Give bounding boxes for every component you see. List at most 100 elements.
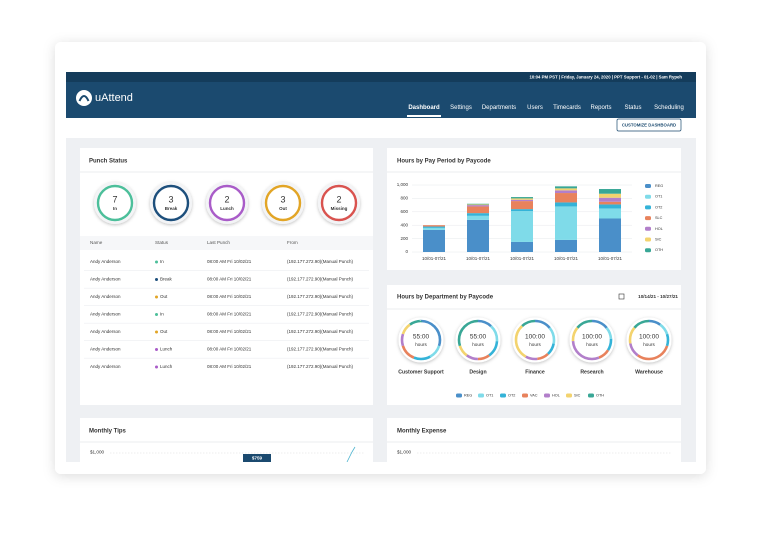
nav-item[interactable]: Settings <box>450 105 472 111</box>
ring-segment <box>514 319 556 361</box>
dept-unit: hours <box>472 342 484 347</box>
nav-item[interactable]: Dashboard <box>408 105 440 111</box>
status-ring <box>320 184 358 222</box>
table-cell: In <box>160 259 164 264</box>
bar-segment <box>599 197 621 202</box>
legend-swatch <box>645 216 651 221</box>
column-header[interactable]: Last Punch <box>207 240 230 245</box>
table-cell: Lunch <box>160 347 173 352</box>
date-range[interactable]: 10/14/21 - 10/27/21 <box>638 294 678 299</box>
bar-segment <box>423 229 445 252</box>
ring-segment <box>400 319 442 361</box>
legend-label: OTH <box>655 248 663 252</box>
ring-segment <box>571 319 613 361</box>
bar-segment <box>555 188 577 191</box>
panel <box>387 418 681 462</box>
status-dot <box>155 365 158 369</box>
x-tick-label: 10/01-07/21 <box>598 256 623 261</box>
table-cell: Andy Anderson <box>90 364 121 369</box>
x-tick-label: 10/01-07/21 <box>554 256 579 261</box>
bar-segment <box>599 193 621 198</box>
x-tick-label: 10/01-07/21 <box>466 256 491 261</box>
column-header[interactable]: From <box>287 240 298 245</box>
panel-title: Monthly Tips <box>89 429 127 435</box>
bar-segment <box>555 239 577 252</box>
bar-segment <box>599 201 621 205</box>
table-cell: (192.177.272.90)(Manual Punch) <box>287 312 354 317</box>
legend-swatch <box>645 205 651 210</box>
column-header[interactable]: Status <box>155 240 169 245</box>
bar-segment <box>467 203 489 205</box>
y-tick-label: $1,000 <box>397 450 411 455</box>
dept-name: Warehouse <box>635 369 663 375</box>
dept-hours: 100:00 <box>525 334 545 341</box>
status-count: 2 <box>224 194 229 204</box>
customize-button-label[interactable]: CUSTOMIZE DASHBOARD <box>622 122 676 127</box>
ring-segment <box>571 319 613 361</box>
ring-segment <box>628 319 670 361</box>
table-cell: 08:00 AM Fri 10/02/21 <box>207 347 252 352</box>
ring-segment <box>400 319 442 361</box>
status-ring <box>96 184 134 222</box>
bar-segment <box>599 218 621 252</box>
bar-segment <box>511 241 533 252</box>
y-tick-label: 800 <box>400 196 408 201</box>
y-tick-label: 600 <box>400 209 408 214</box>
dept-hours: 100:00 <box>639 334 659 341</box>
customize-button[interactable] <box>616 118 682 132</box>
calendar-icon <box>618 293 625 300</box>
column-header[interactable]: Name <box>90 240 103 245</box>
dept-hours: 100:00 <box>582 334 602 341</box>
status-ring <box>208 184 246 222</box>
bar-segment <box>467 215 489 220</box>
nav-item[interactable]: Reports <box>590 105 611 111</box>
nav-item[interactable]: Users <box>527 105 543 111</box>
legend-label: OT1 <box>655 195 662 199</box>
ring-segment <box>457 319 499 361</box>
status-dot <box>155 260 158 264</box>
ring-segment <box>628 319 670 361</box>
dept-hours: 55:00 <box>470 334 487 341</box>
table-cell: (192.177.272.90)(Manual Punch) <box>287 277 354 282</box>
table-cell: Out <box>160 294 168 299</box>
bar-segment <box>555 193 577 203</box>
y-tick-label: 200 <box>400 236 408 241</box>
panel-title: Hours by Pay Period by Paycode <box>397 159 491 165</box>
bar-segment <box>467 213 489 216</box>
dept-name: Design <box>469 369 486 375</box>
ring-segment <box>457 319 499 361</box>
status-strip <box>66 72 696 82</box>
nav: Dashboard Settings Departments Users Timecar… <box>407 105 684 117</box>
ring-segment <box>400 319 442 361</box>
table-cell: Out <box>160 329 168 334</box>
bar-segment <box>423 227 445 230</box>
table-cell: (192.177.272.90)(Manual Punch) <box>287 347 354 352</box>
table-cell: In <box>160 312 164 317</box>
status-line: 10:04 PM PST | Friday, January 24, 2020 … <box>529 75 682 80</box>
table-cell: Andy Anderson <box>90 259 121 264</box>
dept-disc <box>626 317 672 363</box>
y-tick-label: 0 <box>405 249 408 254</box>
status-count: 3 <box>280 194 285 204</box>
x-tick-label: 10/01-07/21 <box>422 256 447 261</box>
bar-segment <box>555 190 577 194</box>
ring-segment <box>514 319 556 361</box>
dept-disc <box>398 317 444 363</box>
logo-mark <box>78 95 90 102</box>
legend-label: VAC <box>530 394 538 398</box>
legend-swatch <box>500 393 506 398</box>
nav-item[interactable]: Timecards <box>553 105 581 111</box>
ring-segment <box>514 319 556 361</box>
nav-item[interactable]: Status <box>624 105 641 111</box>
dept-unit: hours <box>586 342 598 347</box>
legend-swatch <box>645 248 651 253</box>
nav-item[interactable]: Scheduling <box>654 105 684 111</box>
dept-name: Finance <box>525 369 545 375</box>
bar-segment <box>555 206 577 240</box>
legend-swatch <box>645 226 651 231</box>
ring-segment <box>628 319 670 361</box>
table-cell: (192.177.272.90)(Manual Punch) <box>287 294 354 299</box>
nav-item[interactable]: Departments <box>482 105 516 111</box>
dept-unit: hours <box>415 342 427 347</box>
